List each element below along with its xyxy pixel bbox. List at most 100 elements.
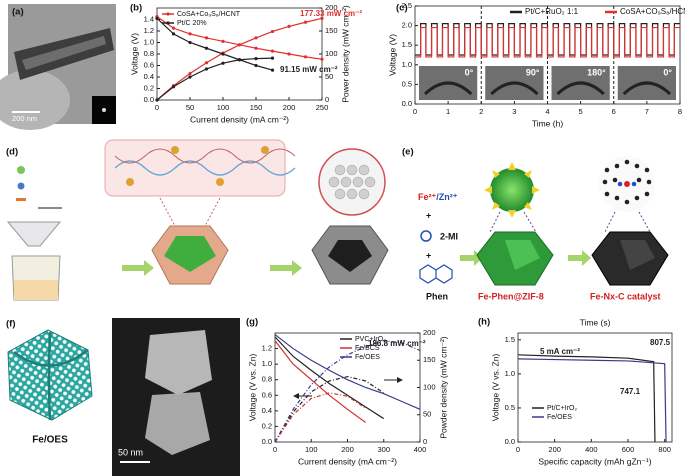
y-tick-label: 0.5 [505,403,515,412]
ligand-icon [419,264,453,284]
nitrogen-atom [617,181,623,187]
angle-label: 0° [465,67,474,77]
angle-label: 180° [587,67,606,77]
x-axis-title: Current density (mA cm⁻²) [190,114,289,124]
device-photo [423,81,473,96]
data-point [254,36,258,40]
data-point [155,16,159,20]
y-tick-label: 1.0 [402,60,412,69]
legend-label: Pt/C+IrO₂ [547,405,577,412]
panel-f: (f) Fe/OES 50 nm [6,318,240,476]
y-tick-label: 0.5 [402,79,412,88]
metal-node [261,146,269,154]
annotation: 177.33 mW cm⁻² [300,9,362,18]
device-photo [622,81,672,96]
plot-frame [274,332,421,443]
arrow [568,250,591,266]
y-tick-label: 0.0 [505,437,515,446]
x-tick-label: 300 [377,445,390,454]
panel-e: (e) Fe²⁺/Zn²⁺ + 2-MI + Phen Fe-Phen@ZIF-… [402,147,669,301]
data-point [188,71,192,76]
device-photo [556,81,605,96]
plus: + [426,250,431,260]
top-axis-title: Time (s) [580,317,611,327]
metal-ion: Fe²⁺ [418,192,437,202]
data-point [171,85,176,89]
polyhedron-core [164,236,216,272]
arrow [270,260,302,276]
y-tick-label: 1.0 [262,359,272,368]
legend-label: CoSA+CO₉S₈/HCNT [620,7,685,16]
hollow-cavity [328,240,372,272]
panel-label: (e) [402,147,414,158]
data-point [171,26,176,30]
power-line [156,57,273,101]
x-tick-label: 7 [645,107,649,116]
data-point [188,75,192,79]
annotation: 807.5 [650,338,671,347]
power-line [274,340,421,443]
y-tick-label: 0.2 [144,83,154,92]
x-tick-label: 250 [316,103,329,112]
y-axis-title: Voltage (V vs. Zn) [247,354,257,422]
power-line [274,392,366,443]
plus: + [426,210,431,220]
polyhedron-face [505,240,540,270]
legend-label: Fe/OES [547,414,572,421]
metal-node [216,178,224,186]
x-tick-label: 0 [413,107,417,116]
data-point [221,52,225,56]
panel-label: (g) [246,317,258,328]
tem-background [0,70,70,130]
data-point [188,40,192,45]
y2-tick-label: 50 [423,410,431,419]
data-point [254,46,258,50]
y2-axis-title: Power density (mW cm⁻²) [340,5,350,103]
x-tick-label: 50 [186,103,194,112]
data-point [237,43,242,47]
series-line [274,334,421,410]
solution [14,280,58,300]
ligand-label: 2-MI [440,231,458,241]
zoom-circle [318,148,386,216]
tem-nanotube-core [22,36,106,70]
panel-label: (h) [478,317,490,328]
scale-bar-label: 50 nm [118,447,143,457]
y-tick-label: 0.8 [262,375,272,384]
data-point [320,57,324,61]
y-tick-label: 0.0 [262,437,272,446]
legend-label: Fe/BCS [355,345,380,352]
arrow [122,260,154,276]
x-tick-label: 800 [658,445,671,454]
data-point [204,61,209,65]
x-tick-label: 100 [217,103,230,112]
y2-tick-label: 200 [423,328,436,337]
x-axis-title: Specific capacity (mAh gZn⁻¹) [538,456,651,466]
panel-label: (f) [6,319,16,330]
data-point [270,29,275,34]
series-line [274,340,366,424]
data-point [171,32,176,36]
data-point [303,55,308,59]
legend-marker [166,12,170,16]
nitrogen-atom [631,181,637,187]
data-point [270,56,275,60]
y-tick-label: 0.8 [144,49,154,58]
polymer-network-box [104,139,286,197]
polyhedron-face [620,240,655,270]
x-tick-label: 400 [585,445,598,454]
iron-atom [624,181,630,187]
ligand-label: Phen [426,291,448,301]
data-point [270,49,275,53]
power-line [274,375,385,443]
x-tick-label: 8 [678,107,682,116]
panel-label: (a) [12,7,24,18]
series-line [156,17,273,71]
data-point [221,61,225,65]
y2-tick-label: 0 [423,437,427,446]
y-tick-label: 1.2 [144,26,154,35]
annotation: 747.1 [620,387,641,396]
x-tick-label: 0 [516,445,520,454]
data-point [303,20,308,24]
